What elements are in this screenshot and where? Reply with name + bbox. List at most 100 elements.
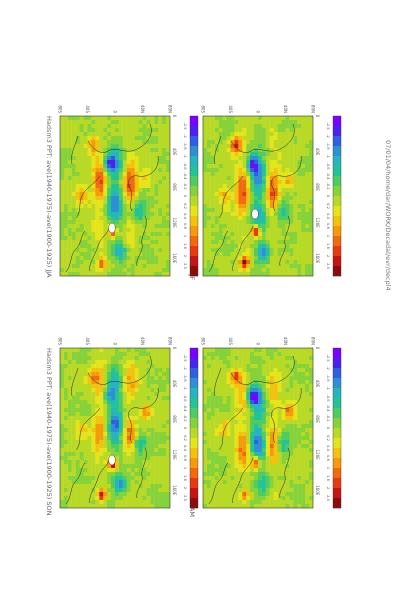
heatmap-cell — [301, 416, 306, 421]
heatmap-cell — [234, 500, 239, 505]
heatmap-cell — [304, 496, 310, 501]
heatmap-cell — [146, 248, 151, 253]
heatmap-cell — [158, 476, 163, 481]
heatmap-cell — [91, 424, 96, 429]
heatmap-cell — [134, 136, 139, 141]
heatmap-cell — [95, 364, 100, 369]
heatmap-cell — [134, 184, 139, 189]
heatmap-cell — [242, 464, 247, 469]
heatmap-cell — [87, 208, 92, 213]
heatmap-cell — [230, 468, 235, 473]
heatmap-cell — [222, 256, 227, 261]
heatmap-cell — [289, 468, 294, 473]
heatmap-cell — [214, 196, 219, 201]
heatmap-cell — [71, 128, 76, 133]
heatmap-cell — [297, 232, 302, 237]
heatmap-cell — [238, 260, 243, 265]
colorbar-swatch — [333, 186, 341, 197]
heatmap-cell — [75, 352, 80, 357]
heatmap-cell — [134, 248, 139, 253]
heatmap-cell — [158, 428, 163, 433]
x-tick-label: 120E — [172, 450, 177, 461]
heatmap-cell — [165, 188, 170, 193]
heatmap-cell — [202, 232, 207, 237]
heatmap-cell — [63, 180, 68, 185]
heatmap-cell — [269, 260, 274, 265]
heatmap-cell — [110, 168, 115, 173]
colorbar-swatch — [190, 196, 198, 207]
heatmap-cell — [75, 124, 80, 129]
heatmap-cell — [138, 352, 143, 357]
heatmap-cell — [138, 168, 143, 173]
heatmap-cell — [91, 444, 96, 449]
heatmap-cell — [289, 396, 294, 401]
heatmap-cell — [110, 436, 115, 441]
x-tick-label: 80E — [172, 183, 177, 191]
heatmap-cell — [99, 448, 104, 453]
heatmap-cell — [277, 160, 282, 165]
heatmap-cell — [253, 240, 258, 245]
coastline — [71, 367, 79, 397]
heatmap-cell — [126, 156, 131, 161]
heatmap-cell — [63, 144, 68, 149]
colorbar-label: 2 — [183, 487, 187, 489]
heatmap-cell — [289, 260, 294, 265]
heatmap-cell — [103, 172, 108, 177]
heatmap-cell — [71, 156, 76, 161]
heatmap-cell — [308, 468, 313, 473]
heatmap-cell — [269, 500, 274, 505]
heatmap-cell — [222, 372, 227, 377]
heatmap-cell — [230, 348, 235, 353]
heatmap-cell — [210, 196, 215, 201]
heatmap-cell — [95, 392, 100, 397]
heatmap-cell — [99, 224, 104, 229]
heatmap-cell — [118, 240, 123, 245]
heatmap-cell — [138, 364, 143, 369]
heatmap-cell — [206, 416, 211, 421]
heatmap-cell — [269, 392, 274, 397]
heatmap-cell — [91, 360, 96, 365]
heatmap-cell — [95, 116, 100, 121]
colorbar-label: 1.6 — [183, 475, 187, 481]
heatmap-cell — [210, 228, 215, 233]
heatmap-cell — [71, 460, 76, 465]
heatmap-cell — [142, 384, 147, 389]
heatmap-cell — [206, 272, 211, 277]
heatmap-cell — [261, 152, 266, 157]
heatmap-cell — [59, 200, 64, 205]
heatmap-cell — [253, 248, 258, 253]
heatmap-cell — [218, 260, 223, 265]
heatmap-cell — [87, 240, 92, 245]
heatmap-cell — [83, 384, 88, 389]
heatmap-cell — [161, 448, 167, 453]
heatmap-cell — [130, 420, 135, 425]
heatmap-cell — [161, 420, 167, 425]
heatmap-cell — [261, 492, 266, 497]
heatmap-cell — [75, 348, 80, 353]
heatmap-cell — [253, 464, 258, 469]
heatmap-cell — [114, 140, 119, 145]
heatmap-cell — [253, 120, 258, 125]
heatmap-cell — [161, 504, 167, 509]
heatmap-cell — [150, 128, 155, 133]
heatmap-cell — [118, 416, 123, 421]
heatmap-cell — [122, 180, 127, 185]
heatmap-cell — [87, 180, 92, 185]
heatmap-cell — [222, 160, 227, 165]
heatmap-cell — [126, 256, 131, 261]
heatmap-cell — [71, 496, 76, 501]
heatmap-cell — [214, 444, 219, 449]
heatmap-cell — [206, 384, 211, 389]
coastline — [136, 447, 147, 499]
heatmap-cell — [150, 424, 155, 429]
heatmap-cell — [118, 436, 123, 441]
heatmap-cell — [226, 428, 231, 433]
heatmap-cell — [242, 408, 247, 413]
colorbar-label: 1.6 — [183, 243, 187, 249]
heatmap-cell — [87, 440, 92, 445]
heatmap-cell — [210, 356, 215, 361]
heatmap-cell — [71, 140, 76, 145]
heatmap-cell — [253, 396, 258, 401]
heatmap-cell — [269, 160, 274, 165]
heatmap-cell — [273, 392, 278, 397]
